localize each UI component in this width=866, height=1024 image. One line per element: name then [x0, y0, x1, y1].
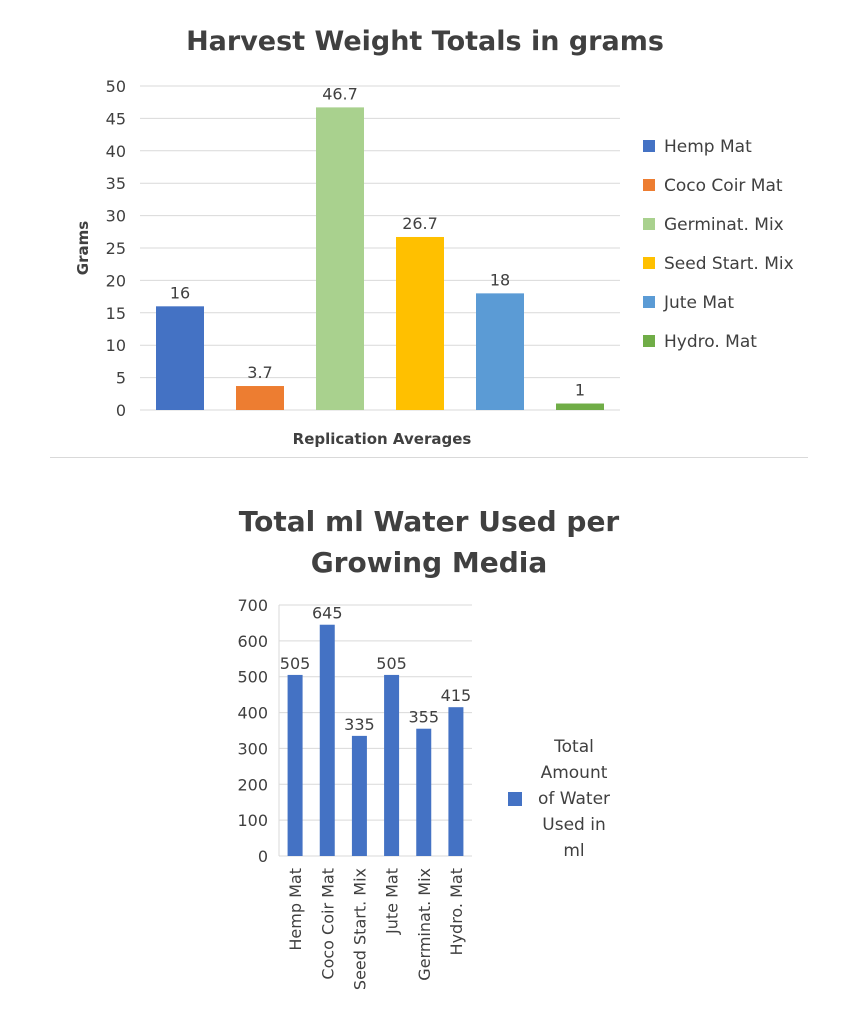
- chart2-x-tick-labels: Hemp Mat Coco Coir Mat Seed Start. Mix Jute…: [286, 868, 466, 990]
- chart1-data-label: 16: [170, 283, 190, 302]
- chart2-data-label: 505: [280, 654, 311, 673]
- chart2-data-label: 335: [344, 715, 375, 734]
- chart1-bar: [476, 293, 524, 410]
- chart1-legend-swatch: [643, 296, 655, 308]
- chart2-legend-label: of Water: [538, 789, 610, 809]
- chart2-y-tick: 700: [237, 596, 268, 615]
- chart1-y-tick: 45: [106, 109, 126, 128]
- chart1-title: Harvest Weight Totals in grams: [186, 26, 664, 57]
- chart1-y-tick-labels: 0 5 10 15 20 25 30 35 40 45 50: [106, 77, 126, 420]
- chart2-y-tick: 200: [237, 775, 268, 794]
- chart2-legend-swatch: [508, 792, 522, 806]
- chart2-data-label: 355: [408, 708, 439, 727]
- chart2-bar: [287, 674, 303, 856]
- chart2-x-tick: Germinat. Mix: [415, 868, 434, 981]
- chart2-data-label: 645: [312, 604, 343, 623]
- chart2-title-line-1: Total ml Water Used per: [239, 505, 620, 538]
- chart1-y-tick: 15: [106, 304, 126, 323]
- chart1-data-label: 18: [490, 270, 510, 289]
- chart1-legend-label: Coco Coir Mat: [664, 176, 783, 196]
- chart1-legend-label: Seed Start. Mix: [664, 254, 794, 274]
- chart2-bar: [351, 735, 367, 856]
- chart1-y-tick: 40: [106, 142, 126, 161]
- chart1-data-labels: 16 3.7 46.7 26.7 18 1: [170, 84, 585, 399]
- chart-divider: [50, 457, 808, 458]
- chart1-legend-swatch: [643, 257, 655, 269]
- chart2-bar: [319, 624, 335, 856]
- chart1-bar: [316, 107, 364, 410]
- chart2-legend: Total Amount of Water Used in ml: [508, 737, 610, 861]
- chart2-legend-label: Amount: [541, 763, 608, 783]
- chart1-data-label: 26.7: [402, 214, 438, 233]
- chart1-y-tick: 10: [106, 336, 126, 355]
- chart1-legend-swatch: [643, 218, 655, 230]
- chart1-x-axis-title: Replication Averages: [293, 430, 472, 448]
- chart1-gridlines: [140, 85, 620, 411]
- chart2-y-tick: 600: [237, 632, 268, 651]
- chart2-y-tick: 300: [237, 739, 268, 758]
- chart2-x-tick: Hydro. Mat: [447, 868, 466, 955]
- chart2-y-tick-labels: 0 100 200 300 400 500 600 700: [237, 596, 268, 866]
- chart1-y-tick: 5: [116, 369, 126, 388]
- chart1-data-label: 46.7: [322, 84, 358, 103]
- chart2-title-line-2: Growing Media: [311, 546, 548, 579]
- chart2-data-label: 505: [376, 654, 407, 673]
- chart2-x-tick: Seed Start. Mix: [350, 868, 369, 990]
- chart2-data-label: 415: [441, 686, 472, 705]
- chart2-x-tick: Coco Coir Mat: [318, 868, 337, 980]
- chart1-legend-label: Germinat. Mix: [664, 215, 784, 235]
- chart1-y-tick: 35: [106, 174, 126, 193]
- chart1-y-tick: 25: [106, 239, 126, 258]
- chart1-data-label: 3.7: [247, 363, 272, 382]
- chart1-legend-label: Jute Mat: [663, 293, 734, 313]
- harvest-weight-chart: Harvest Weight Totals in grams 0 5 10 15 20 2…: [74, 26, 794, 448]
- chart2-y-tick: 400: [237, 704, 268, 723]
- chart1-data-label: 1: [575, 381, 585, 400]
- chart1-legend: Hemp Mat Coco Coir Mat Germinat. Mix Seed S…: [643, 137, 794, 352]
- chart1-y-tick: 50: [106, 77, 126, 96]
- chart2-y-tick: 100: [237, 811, 268, 830]
- chart2-legend-label: Total: [553, 737, 594, 757]
- chart2-bar: [448, 707, 464, 856]
- chart1-y-tick: 30: [106, 207, 126, 226]
- chart2-legend-label: ml: [563, 841, 584, 861]
- chart1-legend-swatch: [643, 335, 655, 347]
- chart1-legend-swatch: [643, 179, 655, 191]
- chart2-y-tick: 500: [237, 668, 268, 687]
- chart2-bars: [287, 624, 464, 856]
- chart1-bar: [156, 306, 204, 410]
- chart2-bar: [384, 674, 400, 856]
- chart2-x-tick: Jute Mat: [383, 868, 402, 935]
- chart1-y-tick: 0: [116, 401, 126, 420]
- chart2-gridlines: [278, 604, 472, 857]
- chart1-legend-label: Hydro. Mat: [664, 332, 757, 352]
- chart1-legend-label: Hemp Mat: [664, 137, 752, 157]
- chart1-bars: [156, 107, 604, 410]
- chart1-y-axis-title: Grams: [74, 221, 92, 275]
- chart2-y-tick: 0: [258, 847, 268, 866]
- chart2-legend-label: Used in: [542, 815, 605, 835]
- chart1-bar: [556, 403, 604, 410]
- chart1-y-tick: 20: [106, 271, 126, 290]
- chart1-bar: [396, 236, 444, 410]
- chart1-bar: [236, 386, 284, 410]
- chart1-legend-swatch: [643, 140, 655, 152]
- chart2-bar: [416, 728, 432, 856]
- chart2-x-tick: Hemp Mat: [286, 868, 305, 951]
